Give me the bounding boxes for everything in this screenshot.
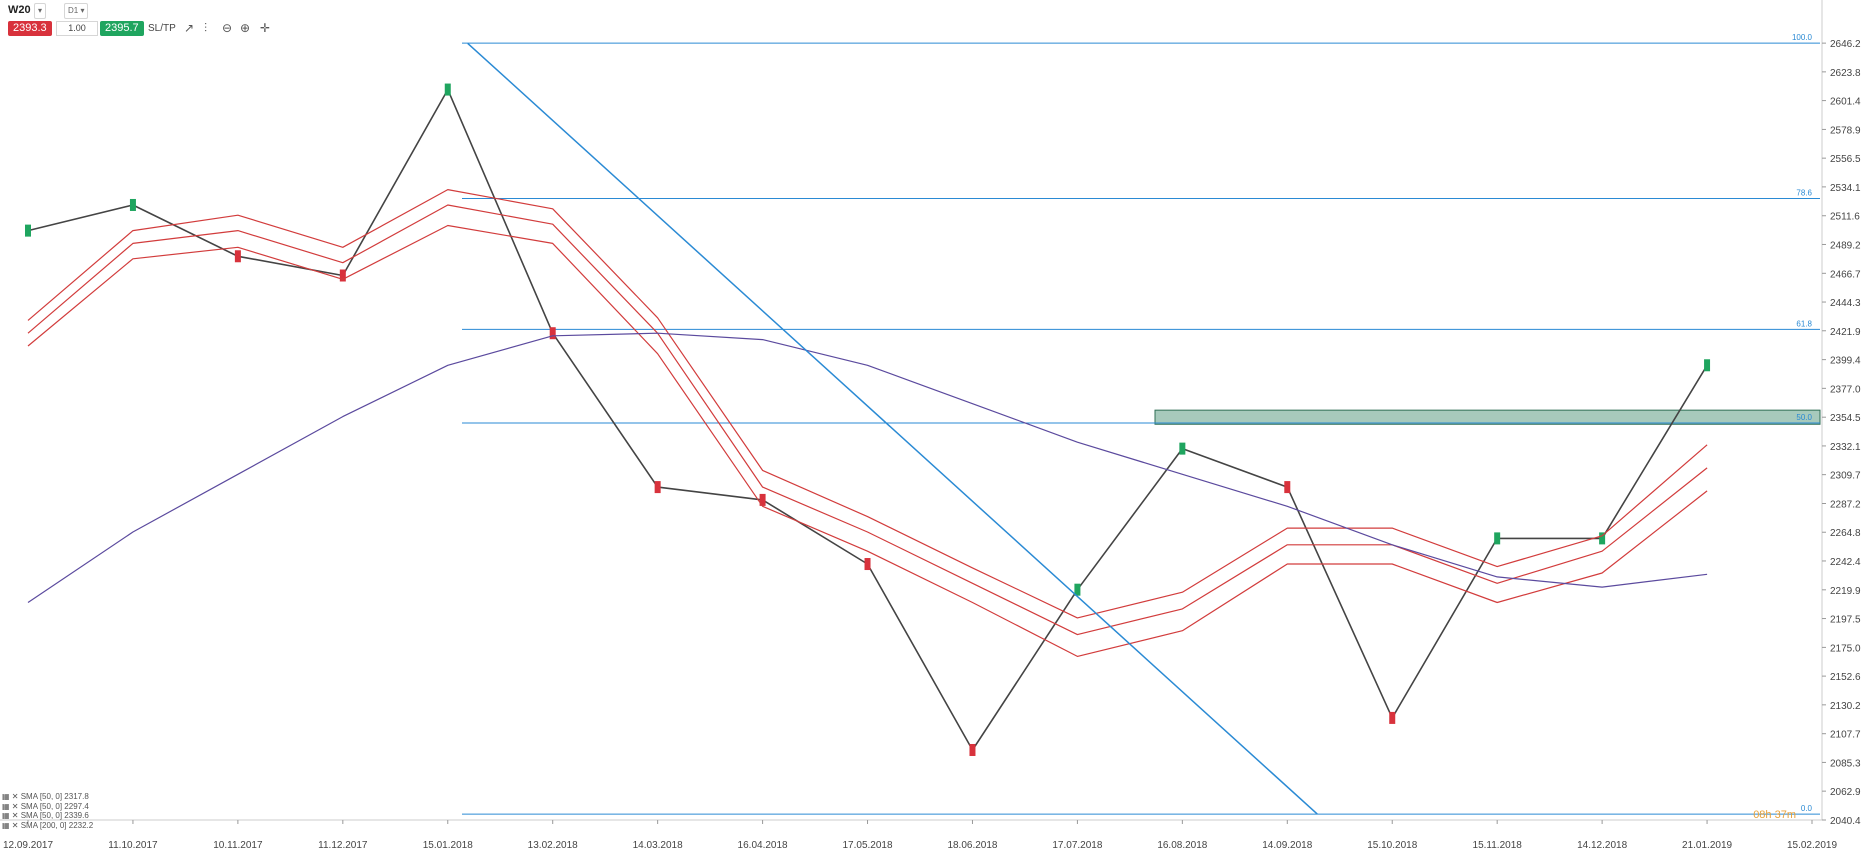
buy-price-button[interactable]: 2395.7 — [100, 21, 144, 36]
x-tick-label: 16.04.2018 — [738, 840, 788, 851]
candle — [234, 250, 241, 263]
y-tick-label: 2534.1 — [1830, 183, 1861, 194]
indicator-legend: ▦ ✕ SMA [50, 0] 2317.8 ▦ ✕ SMA [50, 0] 2… — [2, 792, 93, 830]
fib-label: 50.0 — [1796, 413, 1812, 422]
x-tick-label: 15.10.2018 — [1367, 840, 1417, 851]
y-tick-label: 2175.0 — [1830, 643, 1861, 654]
resistance-zone — [1154, 409, 1821, 425]
y-tick-label: 2197.5 — [1830, 615, 1861, 626]
zoom-out-icon[interactable]: ⊖ — [222, 21, 233, 35]
candle — [1179, 442, 1186, 455]
y-tick-label: 2421.9 — [1830, 327, 1861, 338]
candle — [969, 743, 976, 756]
x-tick-label: 17.05.2018 — [842, 840, 892, 851]
y-tick-label: 2578.9 — [1830, 125, 1861, 136]
volume-input[interactable]: 1.00 — [56, 21, 98, 36]
candle — [339, 269, 346, 282]
candle — [1074, 583, 1081, 596]
candle — [1599, 532, 1606, 545]
candle — [129, 198, 136, 211]
x-tick-label: 15.02.2019 — [1787, 840, 1837, 851]
x-tick-label: 14.03.2018 — [633, 840, 683, 851]
y-tick-label: 2377.0 — [1830, 384, 1861, 395]
fib-label: 78.6 — [1796, 189, 1812, 198]
y-tick-label: 2646.2 — [1830, 39, 1861, 50]
y-tick-label: 2107.7 — [1830, 730, 1861, 741]
legend-item[interactable]: ▦ ✕ SMA [50, 0] 2297.4 — [2, 801, 89, 811]
timeframe-dropdown[interactable]: D1 ▾ — [64, 3, 89, 19]
x-tick-label: 10.11.2017 — [213, 840, 263, 851]
legend-item[interactable]: ▦ ✕ SMA [200, 0] 2232.2 — [2, 820, 94, 830]
y-tick-label: 2354.5 — [1830, 413, 1861, 424]
x-tick-label: 16.08.2018 — [1157, 840, 1207, 851]
y-tick-label: 2085.3 — [1830, 758, 1861, 769]
y-tick-label: 2489.2 — [1830, 240, 1861, 251]
y-tick-label: 2511.6 — [1830, 212, 1860, 223]
x-tick-label: 13.02.2018 — [528, 840, 578, 851]
x-tick-label: 11.10.2017 — [108, 840, 158, 851]
candle — [1389, 711, 1396, 724]
candle — [759, 493, 766, 506]
x-tick-label: 17.07.2018 — [1052, 840, 1102, 851]
y-tick-label: 2309.7 — [1830, 471, 1861, 482]
series-line — [27, 204, 1708, 636]
x-tick-label: 14.09.2018 — [1262, 840, 1312, 851]
series-line — [27, 224, 1708, 657]
x-tick-label: 14.12.2018 — [1577, 840, 1627, 851]
countdown-label: 08h 37m — [1753, 809, 1796, 821]
x-tick-label: 12.09.2017 — [3, 840, 53, 851]
x-tick-label: 11.12.2017 — [318, 840, 368, 851]
fib-label: 61.8 — [1796, 319, 1812, 328]
sltp-button[interactable]: SL/TP — [148, 23, 176, 34]
trendline — [467, 42, 1318, 815]
fib-label: 0.0 — [1801, 804, 1813, 813]
x-tick-label: 18.06.2018 — [947, 840, 997, 851]
y-tick-label: 2130.2 — [1830, 701, 1861, 712]
y-tick-label: 2556.5 — [1830, 154, 1861, 165]
candle — [549, 327, 556, 340]
symbol-dropdown[interactable]: ▾ — [34, 3, 47, 19]
y-tick-label: 2040.4 — [1830, 816, 1861, 827]
symbol-label[interactable]: W20 — [8, 4, 31, 16]
y-tick-label: 2219.9 — [1830, 586, 1861, 597]
x-tick-label: 15.01.2018 — [423, 840, 473, 851]
toolbar: W20 ▾ D1 ▾ 2393.3 1.00 2395.7 SL/TP ↗ ⫶ … — [0, 0, 320, 38]
candle — [864, 558, 871, 571]
line-chart-icon[interactable]: ↗ — [184, 21, 195, 35]
series-line — [27, 189, 1708, 619]
candle — [1494, 532, 1501, 545]
legend-item[interactable]: ▦ ✕ SMA [50, 0] 2317.8 — [2, 792, 89, 801]
fib-label: 100.0 — [1792, 33, 1813, 42]
crosshair-icon[interactable]: ✛ — [260, 21, 271, 35]
y-tick-label: 2287.2 — [1830, 500, 1861, 511]
y-tick-label: 2399.4 — [1830, 356, 1861, 367]
y-tick-label: 2062.9 — [1830, 787, 1861, 798]
y-tick-label: 2152.6 — [1830, 672, 1861, 683]
zoom-in-icon[interactable]: ⊕ — [240, 21, 251, 35]
sell-price-button[interactable]: 2393.3 — [8, 21, 52, 36]
candle — [444, 83, 451, 96]
x-tick-label: 15.11.2018 — [1473, 840, 1523, 851]
y-tick-label: 2264.8 — [1830, 528, 1861, 539]
y-tick-label: 2623.8 — [1830, 68, 1861, 79]
y-tick-label: 2332.1 — [1830, 442, 1861, 453]
indicators-icon[interactable]: ⫶ — [204, 21, 208, 35]
candle — [1704, 359, 1711, 372]
series-line — [27, 332, 1708, 603]
candle — [1284, 481, 1291, 494]
y-tick-label: 2466.7 — [1830, 269, 1861, 280]
candle — [654, 481, 661, 494]
x-tick-label: 21.01.2019 — [1682, 840, 1732, 851]
y-tick-label: 2444.3 — [1830, 298, 1861, 309]
y-tick-label: 2601.4 — [1830, 97, 1861, 108]
y-tick-label: 2242.4 — [1830, 557, 1861, 568]
candle — [25, 224, 31, 237]
legend-item[interactable]: ▦ ✕ SMA [50, 0] 2339.6 — [2, 811, 89, 820]
